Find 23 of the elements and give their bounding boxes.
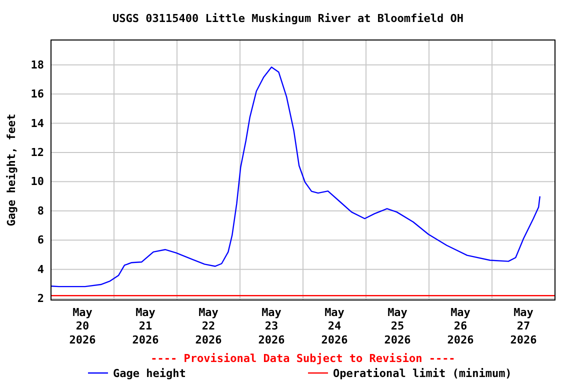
x-tick-label: May 22 2026 [195,306,222,346]
x-tick-label: May 24 2026 [321,306,348,346]
y-tick-label: 4 [37,262,44,276]
legend-label: Operational limit (minimum) [333,367,512,380]
x-tick-label: May 23 2026 [258,306,286,346]
y-tick-label: 2 [37,292,44,306]
x-tick-label: May 25 2026 [384,306,412,346]
y-tick-label: 8 [37,204,44,218]
x-tick-label: May 21 2026 [132,306,160,346]
text: ---- Provisional Data Subject to Revision ---- [150,352,456,365]
y-tick-label: 14 [30,116,44,130]
x-tick-label: May 20 2026 [69,306,96,346]
y-axis-title: Gage height, feet [5,114,18,226]
line-series [50,66,541,288]
x-tick-label: May 26 2026 [447,306,474,346]
y-tick-label: 12 [30,146,44,159]
y-tick-label: 18 [30,58,44,72]
y-tick-label: 16 [30,88,44,101]
x-tick-label: May 27 2026 [510,306,538,346]
y-tick-label: 6 [37,234,44,247]
legend-label: Gage height [113,367,186,380]
y-tick-label: 10 [30,175,44,188]
chart-title: USGS 03115400 Little Muskingum River at Bloomfield OH [112,12,464,25]
